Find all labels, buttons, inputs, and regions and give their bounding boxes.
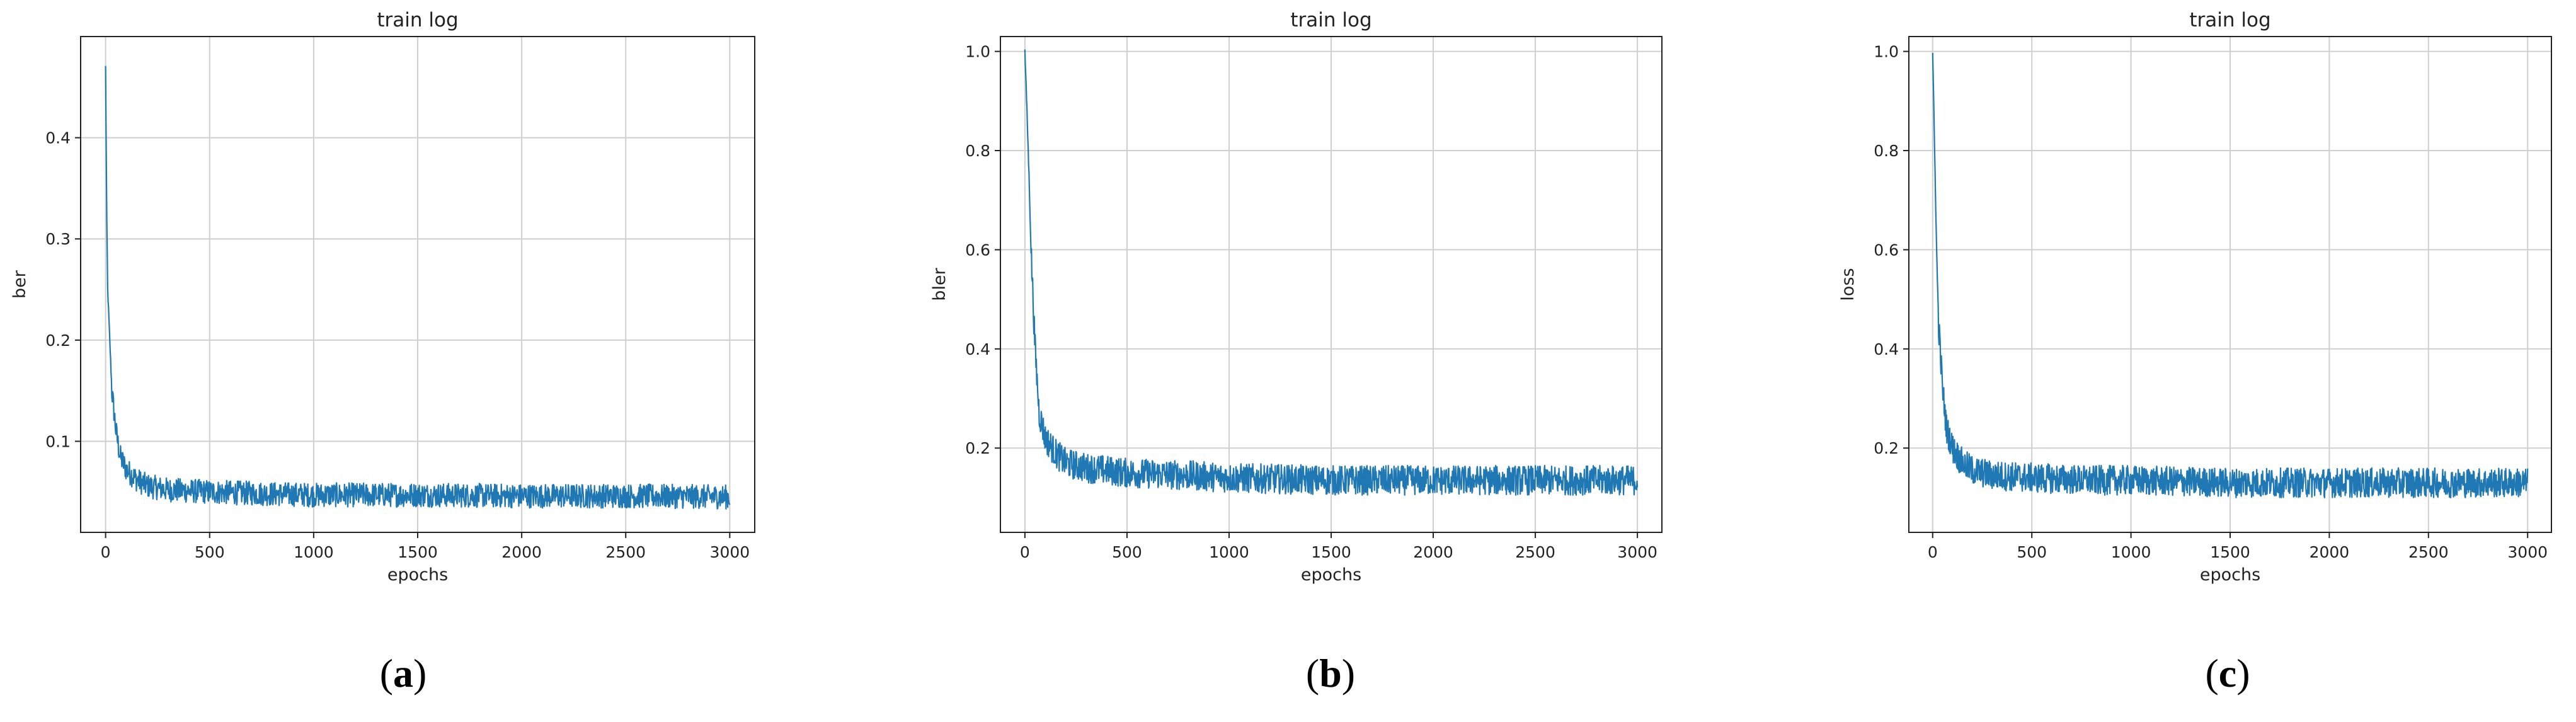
y-tick-label: 0.2: [45, 331, 71, 350]
x-tick-label: 500: [2017, 543, 2047, 561]
y-tick-label: 0.8: [1874, 142, 1899, 160]
x-tick-label: 1500: [1311, 543, 1351, 561]
x-tick-label: 1000: [1209, 543, 1249, 561]
y-tick-label: 0.4: [965, 340, 990, 358]
x-tick-label: 1000: [2111, 543, 2151, 561]
chart-title: train log: [377, 9, 458, 32]
x-tick-label: 2500: [2408, 543, 2449, 561]
x-axis-label: epochs: [2200, 565, 2260, 585]
y-tick-label: 1.0: [965, 43, 990, 61]
panel-caption: (c): [2205, 651, 2250, 696]
panel-caption: (b): [1306, 651, 1355, 696]
chart-panel-a: 0 500 1000 1500 2000 2500 3000 0.1 0.2 0.3 0.4 trai…: [10, 9, 755, 696]
chart-title: train log: [2189, 9, 2270, 32]
series-line: [1932, 52, 2529, 498]
y-tick-label: 0.2: [1874, 439, 1899, 457]
x-tick-label: 500: [195, 543, 225, 561]
y-tick-label: 0.3: [45, 230, 71, 248]
x-tick-label: 0: [101, 543, 111, 561]
x-tick-label: 2500: [605, 543, 646, 561]
x-tick-label: 3000: [710, 543, 750, 561]
y-axis-label: loss: [1838, 268, 1858, 301]
x-axis-label: epochs: [1301, 565, 1361, 585]
x-tick-label: 2500: [1515, 543, 1555, 561]
x-tick-label: 0: [1020, 543, 1030, 561]
y-tick-label: 0.1: [45, 432, 71, 450]
chart-panel-b: 0 500 1000 1500 2000 2500 3000 0.2 0.4 0.6 0.8 1.0 t…: [930, 9, 1663, 696]
x-axis-label: epochs: [387, 565, 448, 585]
chart-title: train log: [1290, 9, 1371, 32]
y-tick-label: 1.0: [1874, 43, 1899, 61]
x-tick-label: 3000: [2507, 543, 2548, 561]
y-tick-label: 0.4: [45, 129, 71, 147]
y-tick-label: 0.8: [965, 142, 990, 160]
x-tick-label: 2000: [2310, 543, 2350, 561]
y-tick-label: 0.2: [965, 439, 990, 457]
x-tick-label: 3000: [1617, 543, 1657, 561]
y-tick-label: 0.6: [965, 241, 990, 259]
x-tick-label: 1500: [398, 543, 438, 561]
series-line: [1024, 49, 1639, 496]
series-line: [105, 66, 731, 510]
x-tick-label: 2000: [501, 543, 542, 561]
chart-panel-c: 0 500 1000 1500 2000 2500 3000 0.2 0.4 0.6 0.8 1.0 t…: [1838, 9, 2552, 696]
y-tick-label: 0.4: [1874, 340, 1899, 358]
y-axis-label: bler: [930, 267, 949, 301]
x-tick-label: 1500: [2210, 543, 2250, 561]
y-tick-label: 0.6: [1874, 241, 1899, 259]
y-axis-label: ber: [10, 270, 30, 299]
x-tick-label: 1000: [294, 543, 334, 561]
panel-caption: (a): [380, 651, 427, 696]
x-tick-label: 500: [1112, 543, 1142, 561]
x-tick-label: 0: [1928, 543, 1938, 561]
x-tick-label: 2000: [1413, 543, 1453, 561]
